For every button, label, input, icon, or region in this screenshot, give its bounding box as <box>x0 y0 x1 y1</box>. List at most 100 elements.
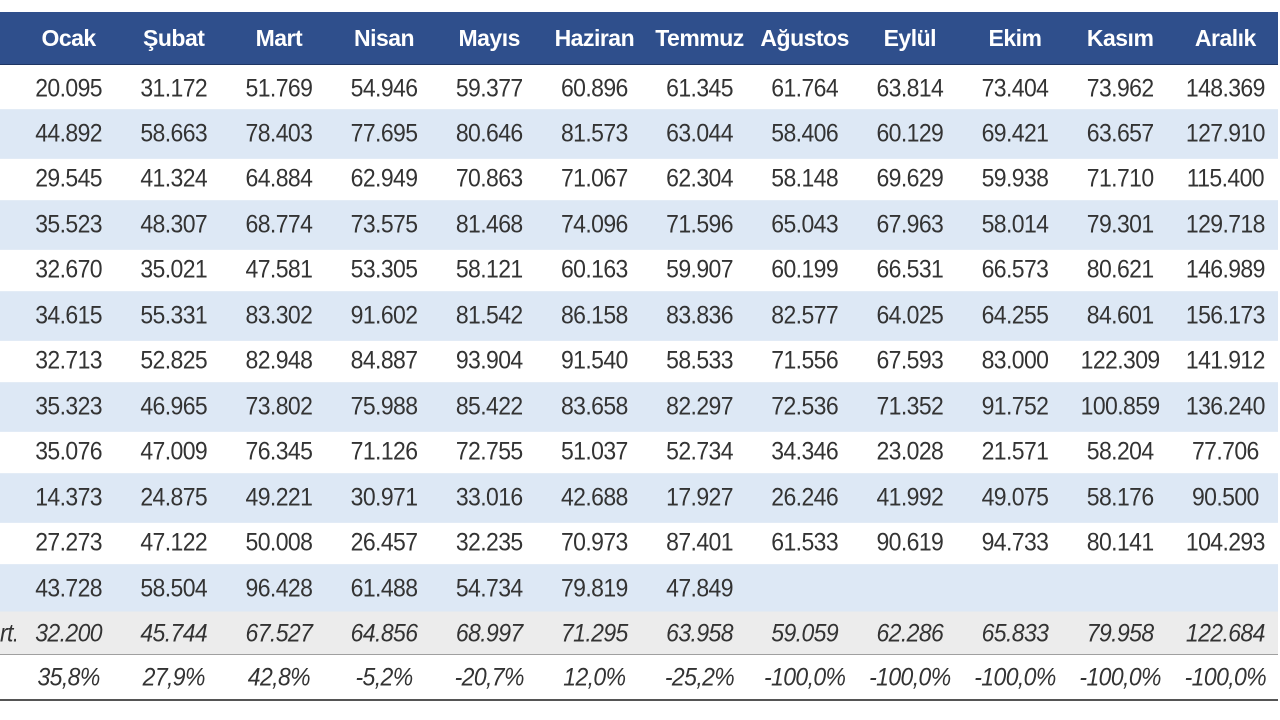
table-row: 29.545 41.324 64.884 62.949 70.863 71.067 62.3… <box>0 156 1278 202</box>
table-cell: 83.000 <box>981 346 1049 375</box>
row-label <box>0 518 16 567</box>
table-cell: 32.670 <box>35 255 102 284</box>
table-cell: 83.836 <box>646 290 753 340</box>
table-cell: 74.096 <box>541 199 647 249</box>
change-cell: -25,2% <box>646 652 753 703</box>
table-cell: 63.814 <box>876 73 944 102</box>
table-cell <box>1172 563 1278 614</box>
table-row: 44.892 58.663 78.403 77.695 80.646 81.573 63.0… <box>0 108 1278 158</box>
table-cell: 35.076 <box>35 437 102 466</box>
header-row: Ocak Şubat Mart Nisan Mayıs Haziran Temmuz Ağus… <box>0 12 1278 65</box>
column-header[interactable]: Ağustos <box>752 12 858 65</box>
column-header[interactable]: Şubat <box>121 12 227 65</box>
table-cell: 80.621 <box>1086 255 1154 284</box>
table-cell: 33.016 <box>436 472 542 522</box>
table-cell: 62.949 <box>350 164 418 193</box>
table-cell: 54.734 <box>436 563 542 614</box>
column-header[interactable]: Temmuz <box>646 12 753 65</box>
table-cell: 70.973 <box>560 528 628 557</box>
table-cell: 66.573 <box>981 255 1049 284</box>
table-cell: 69.421 <box>962 108 1068 158</box>
change-cell: 35,8% <box>16 652 122 703</box>
table-cell: 17.927 <box>646 472 753 522</box>
table-cell <box>752 563 858 614</box>
table-cell: 86.158 <box>541 290 647 340</box>
table-cell: 20.095 <box>35 73 102 102</box>
table-cell: 42.688 <box>541 472 647 522</box>
table-cell: 73.962 <box>1086 73 1154 102</box>
table-cell: 156.173 <box>1172 290 1278 340</box>
table-cell: 82.577 <box>752 290 858 340</box>
table-row: 32.713 52.825 82.948 84.887 93.904 91.540 58.5… <box>0 338 1278 384</box>
column-header[interactable]: Kasım <box>1067 12 1173 65</box>
average-cell: 79.958 <box>1067 609 1173 657</box>
table-cell: 62.304 <box>666 164 733 193</box>
table-cell: 51.769 <box>245 73 313 102</box>
table-cell: 64.884 <box>245 164 313 193</box>
table-cell: 71.067 <box>560 164 628 193</box>
table-cell: 58.406 <box>752 108 858 158</box>
header-corner <box>0 12 16 65</box>
column-header[interactable]: Mayıs <box>436 12 542 65</box>
column-header[interactable]: Haziran <box>541 12 647 65</box>
table-cell: 43.728 <box>16 563 122 614</box>
average-cell: 122.684 <box>1172 609 1278 657</box>
table-cell: 60.199 <box>771 255 839 284</box>
table-cell: 67.593 <box>876 346 944 375</box>
table-cell: 47.122 <box>140 528 208 557</box>
table-cell: 61.488 <box>331 563 437 614</box>
table-cell: 52.734 <box>666 437 733 466</box>
table-cell: 34.346 <box>771 437 839 466</box>
change-cell: -100,0% <box>962 652 1068 703</box>
table-cell: 24.875 <box>121 472 227 522</box>
average-row-label: rt. <box>0 609 19 657</box>
change-cell: -100,0% <box>752 652 858 703</box>
table-cell: 58.148 <box>771 164 839 193</box>
table-cell: 52.825 <box>140 346 208 375</box>
column-header[interactable]: Ekim <box>962 12 1068 65</box>
table-cell: 41.992 <box>857 472 963 522</box>
table-row: 32.670 35.021 47.581 53.305 58.121 60.163 59.9… <box>0 247 1278 293</box>
table-cell: 60.129 <box>857 108 963 158</box>
table-cell: 54.946 <box>350 73 418 102</box>
column-header[interactable]: Aralık <box>1172 12 1278 65</box>
table-cell: 29.545 <box>35 164 102 193</box>
table-cell: 59.377 <box>455 73 523 102</box>
table-cell: 32.713 <box>35 346 102 375</box>
table-cell: 87.401 <box>666 528 733 557</box>
table-cell: 44.892 <box>16 108 122 158</box>
table-cell: 72.755 <box>455 437 523 466</box>
table-cell: 53.305 <box>350 255 418 284</box>
table-cell: 64.255 <box>962 290 1068 340</box>
row-label <box>0 336 16 385</box>
table-cell: 83.658 <box>541 381 647 431</box>
table-cell: 69.629 <box>876 164 944 193</box>
table-cell: 60.163 <box>560 255 628 284</box>
column-header[interactable]: Ocak <box>16 12 122 65</box>
table-cell: 58.014 <box>962 199 1068 249</box>
table-cell: 141.912 <box>1185 346 1266 375</box>
table-cell: 27.273 <box>35 528 102 557</box>
row-label <box>0 472 16 522</box>
table-cell: 47.849 <box>646 563 753 614</box>
table-cell: 91.602 <box>331 290 437 340</box>
table-row: 34.615 55.331 83.302 91.602 81.542 86.158 83.8… <box>0 290 1278 340</box>
row-label <box>0 427 16 476</box>
table-cell: 71.126 <box>350 437 418 466</box>
table-cell: 50.008 <box>245 528 313 557</box>
table-row: 20.095 31.172 51.769 54.946 59.377 60.896 61.3… <box>0 65 1278 111</box>
column-header[interactable]: Mart <box>226 12 332 65</box>
table-cell: 148.369 <box>1185 73 1266 102</box>
table-cell: 71.710 <box>1086 164 1154 193</box>
table-row: 35.076 47.009 76.345 71.126 72.755 51.037 52.7… <box>0 429 1278 475</box>
table-cell: 127.910 <box>1172 108 1278 158</box>
table-cell: 84.601 <box>1067 290 1173 340</box>
table-cell: 58.121 <box>455 255 523 284</box>
column-header[interactable]: Nisan <box>331 12 437 65</box>
table-cell: 58.176 <box>1067 472 1173 522</box>
table-cell: 34.615 <box>16 290 122 340</box>
column-header[interactable]: Eylül <box>857 12 963 65</box>
row-label <box>0 199 16 249</box>
table-cell: 60.896 <box>560 73 628 102</box>
row-label <box>0 290 16 340</box>
